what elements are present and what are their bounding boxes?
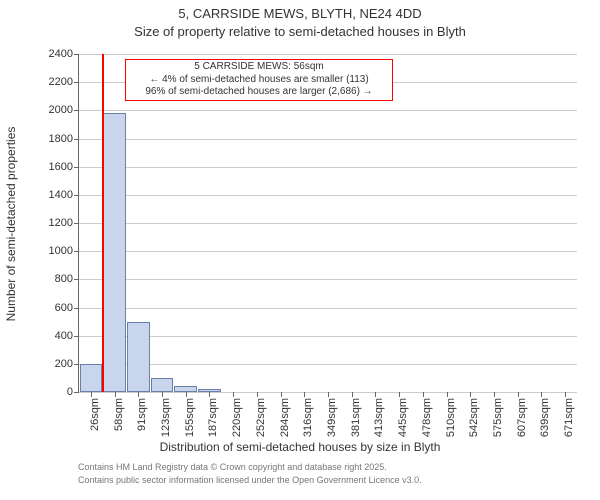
x-tick-mark xyxy=(257,392,258,397)
x-tick-label: 187sqm xyxy=(207,398,219,437)
annotation-line: 5 CARRSIDE MEWS: 56sqm xyxy=(130,61,388,74)
y-tick-label: 400 xyxy=(55,330,79,342)
grid-line xyxy=(79,167,577,168)
y-tick-label: 1600 xyxy=(49,161,79,173)
bar xyxy=(174,386,197,392)
x-tick-mark xyxy=(328,392,329,397)
x-tick-mark xyxy=(352,392,353,397)
x-tick-label: 671sqm xyxy=(563,398,575,437)
x-tick-label: 284sqm xyxy=(279,398,291,437)
chart-title-line2: Size of property relative to semi-detach… xyxy=(0,24,600,39)
bar xyxy=(80,364,103,392)
grid-line xyxy=(79,251,577,252)
x-axis-label: Distribution of semi-detached houses by … xyxy=(0,440,600,454)
y-tick-label: 2400 xyxy=(49,48,79,60)
x-tick-mark xyxy=(399,392,400,397)
x-tick-label: 155sqm xyxy=(184,398,196,437)
grid-line xyxy=(79,54,577,55)
x-tick-label: 510sqm xyxy=(445,398,457,437)
x-tick-mark xyxy=(304,392,305,397)
annotation-line: 96% of semi-detached houses are larger (… xyxy=(130,86,388,99)
grid-line xyxy=(79,139,577,140)
annotation-line: ← 4% of semi-detached houses are smaller… xyxy=(130,74,388,87)
grid-line xyxy=(79,336,577,337)
x-tick-label: 381sqm xyxy=(350,398,362,437)
x-tick-label: 639sqm xyxy=(539,398,551,437)
x-tick-label: 478sqm xyxy=(421,398,433,437)
bar xyxy=(103,113,126,392)
grid-line xyxy=(79,364,577,365)
x-tick-label: 91sqm xyxy=(136,398,148,431)
x-tick-label: 607sqm xyxy=(516,398,528,437)
y-tick-label: 600 xyxy=(55,302,79,314)
x-tick-mark xyxy=(565,392,566,397)
x-tick-mark xyxy=(447,392,448,397)
x-tick-label: 542sqm xyxy=(468,398,480,437)
attribution-line2: Contains public sector information licen… xyxy=(78,475,422,485)
annotation-box: 5 CARRSIDE MEWS: 56sqm← 4% of semi-detac… xyxy=(125,59,393,101)
x-tick-label: 26sqm xyxy=(89,398,101,431)
x-tick-label: 575sqm xyxy=(492,398,504,437)
y-tick-label: 200 xyxy=(55,358,79,370)
x-tick-mark xyxy=(162,392,163,397)
x-tick-label: 349sqm xyxy=(326,398,338,437)
x-tick-mark xyxy=(91,392,92,397)
y-tick-label: 1200 xyxy=(49,217,79,229)
x-tick-mark xyxy=(423,392,424,397)
chart-title-line1: 5, CARRSIDE MEWS, BLYTH, NE24 4DD xyxy=(0,6,600,21)
x-tick-label: 58sqm xyxy=(113,398,125,431)
x-tick-label: 123sqm xyxy=(160,398,172,437)
y-tick-label: 1000 xyxy=(49,245,79,257)
x-tick-label: 445sqm xyxy=(397,398,409,437)
grid-line xyxy=(79,223,577,224)
x-tick-mark xyxy=(138,392,139,397)
x-tick-label: 316sqm xyxy=(302,398,314,437)
highlight-line xyxy=(102,54,104,392)
y-tick-label: 0 xyxy=(67,386,79,398)
x-tick-mark xyxy=(233,392,234,397)
x-tick-mark xyxy=(209,392,210,397)
y-axis-label: Number of semi-detached properties xyxy=(4,127,18,322)
bar xyxy=(198,389,221,392)
x-tick-mark xyxy=(186,392,187,397)
grid-line xyxy=(79,308,577,309)
x-tick-mark xyxy=(518,392,519,397)
x-tick-label: 220sqm xyxy=(231,398,243,437)
bar xyxy=(127,322,150,392)
plot-area: 0200400600800100012001400160018002000220… xyxy=(78,54,577,393)
grid-line xyxy=(79,195,577,196)
x-tick-mark xyxy=(281,392,282,397)
x-tick-label: 252sqm xyxy=(255,398,267,437)
x-tick-mark xyxy=(494,392,495,397)
x-tick-mark xyxy=(375,392,376,397)
grid-line xyxy=(79,279,577,280)
grid-line xyxy=(79,110,577,111)
attribution-line1: Contains HM Land Registry data © Crown c… xyxy=(78,462,387,472)
y-tick-label: 2000 xyxy=(49,104,79,116)
x-tick-mark xyxy=(470,392,471,397)
bar xyxy=(151,378,174,392)
x-tick-label: 413sqm xyxy=(373,398,385,437)
y-tick-label: 1800 xyxy=(49,133,79,145)
y-tick-label: 800 xyxy=(55,273,79,285)
y-tick-label: 1400 xyxy=(49,189,79,201)
x-tick-mark xyxy=(541,392,542,397)
x-tick-mark xyxy=(115,392,116,397)
y-tick-label: 2200 xyxy=(49,76,79,88)
